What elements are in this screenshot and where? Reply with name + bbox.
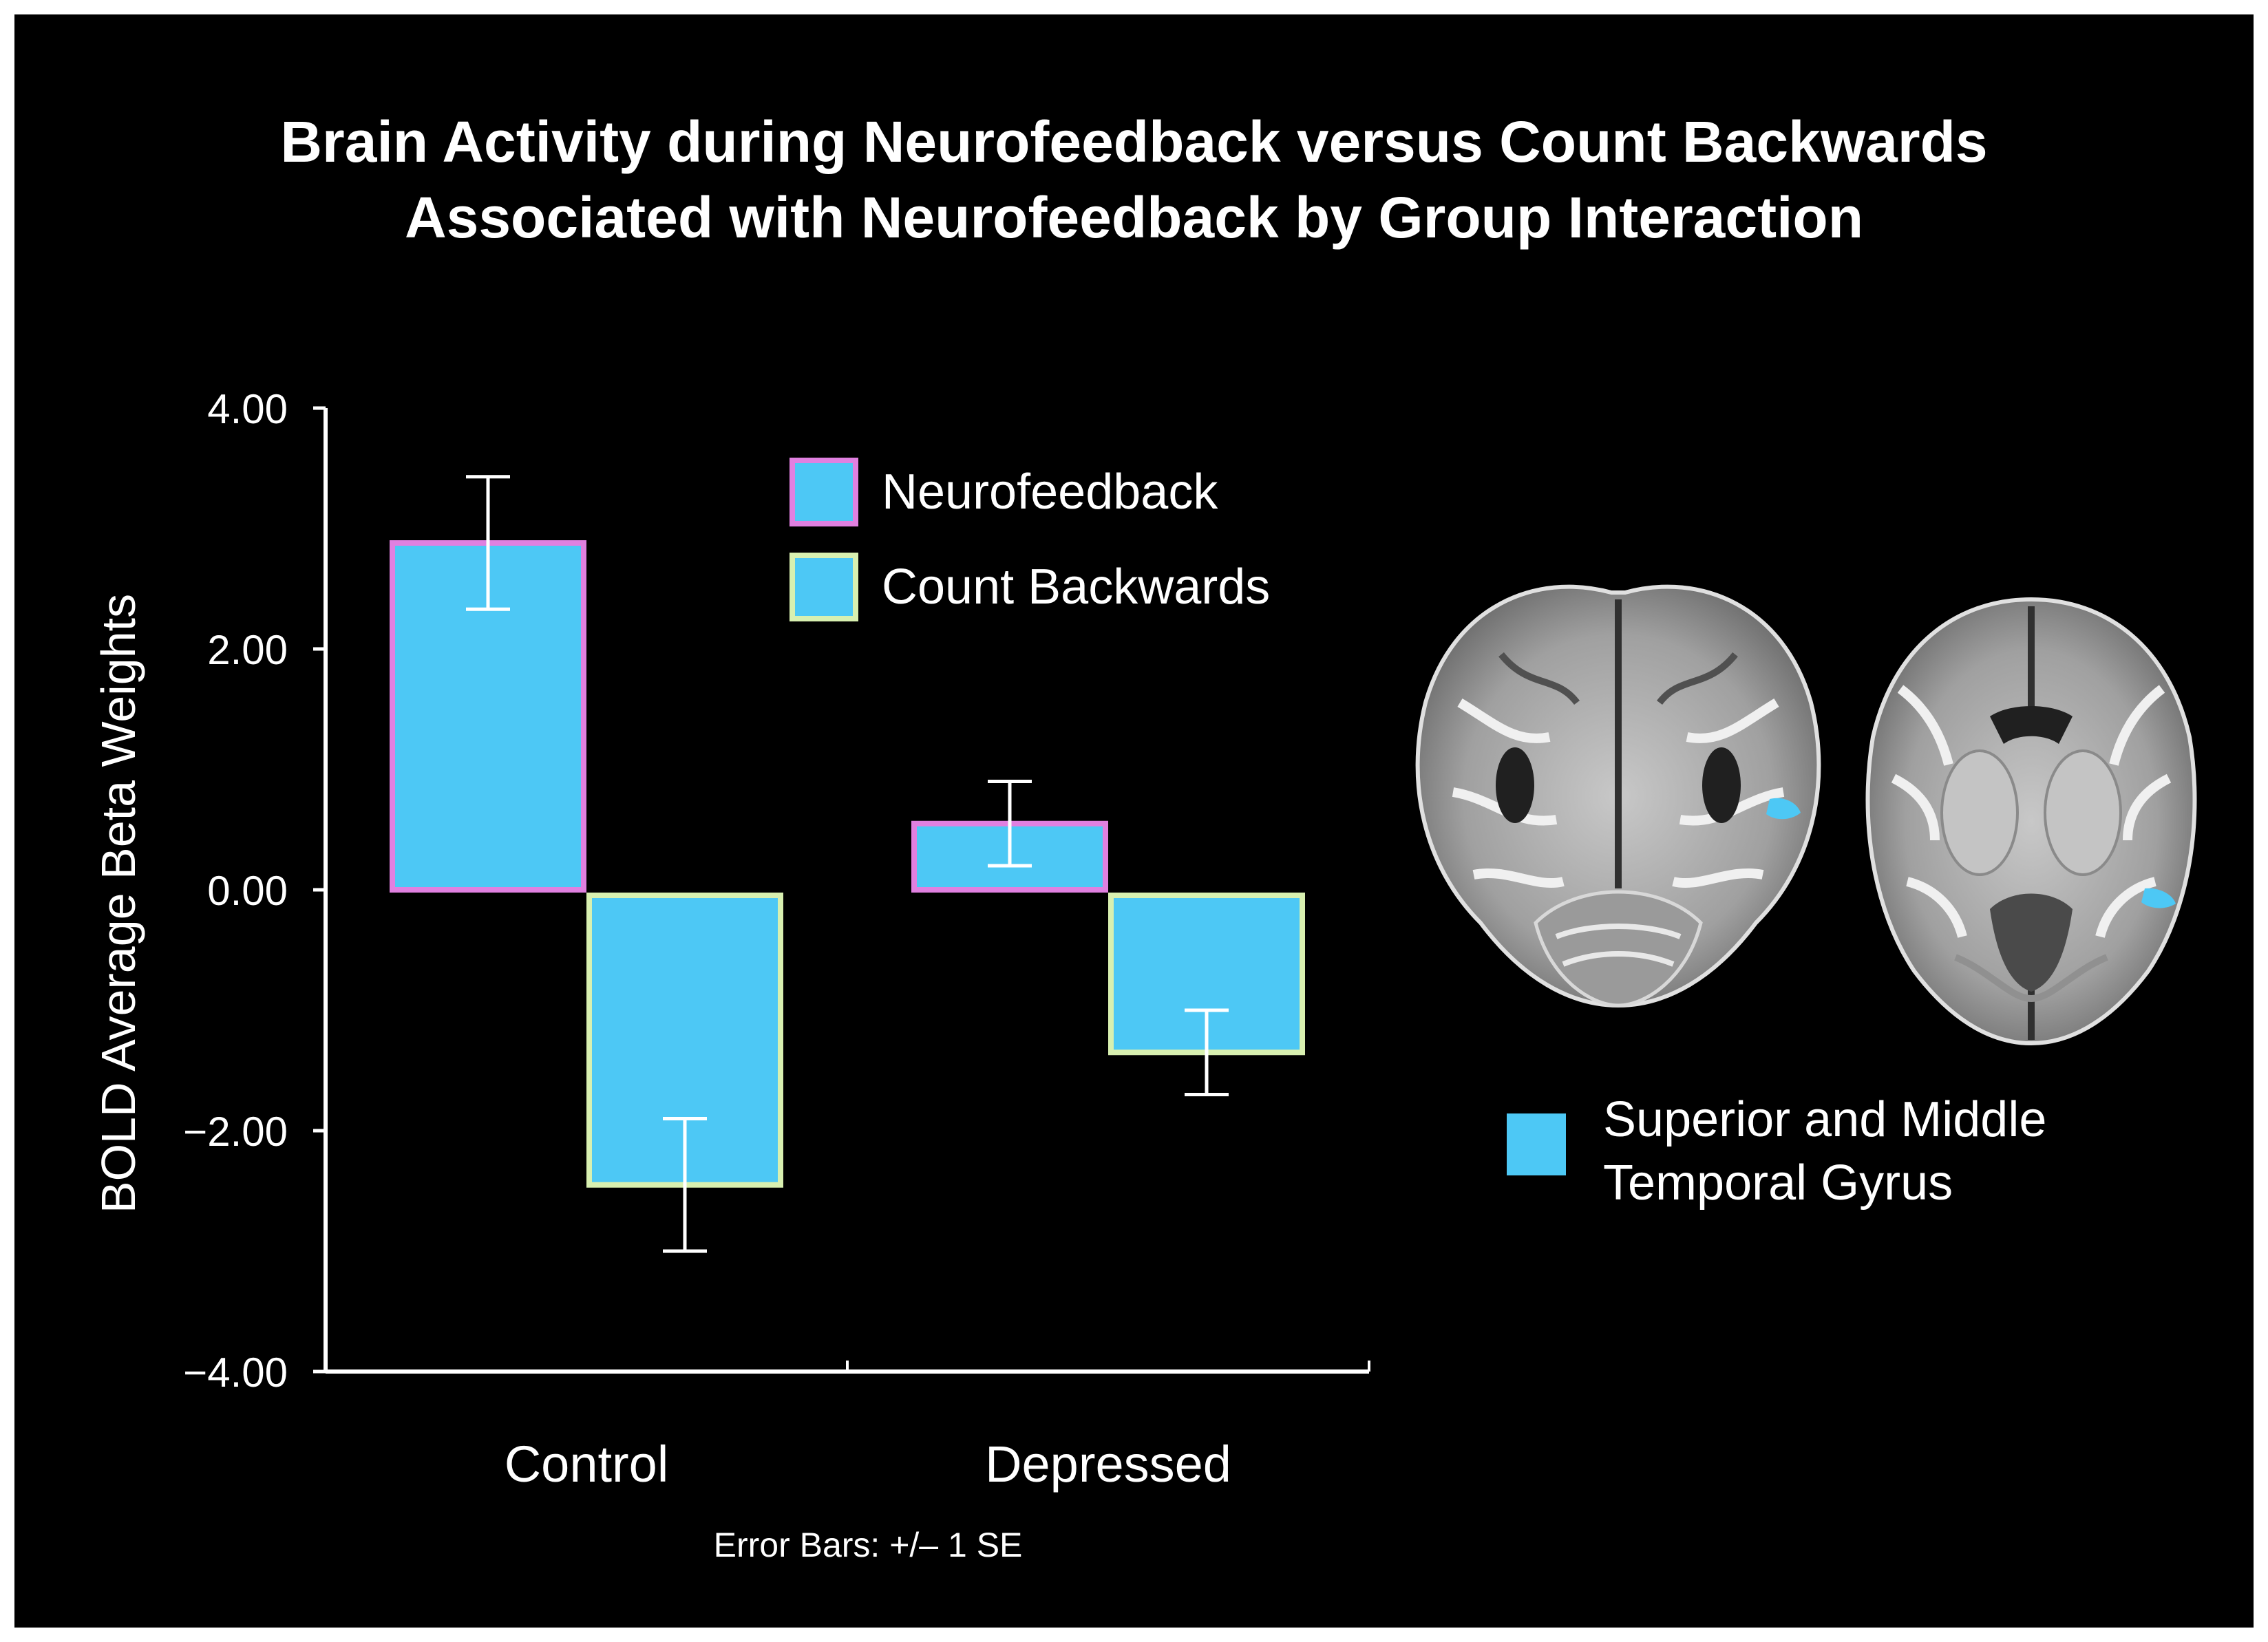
bar-chart: 4.00 2.00 0.00 −2.00 −4.00 Control Depressed BO… <box>92 386 1370 1493</box>
figure-panel: Brain Activity during Neurofeedback vers… <box>14 14 2254 1628</box>
brain-slice-right-icon <box>1865 597 2197 1046</box>
error-bars-footnote: Error Bars: +/– 1 SE <box>713 1526 1023 1564</box>
legend-swatch <box>789 553 858 621</box>
legend-swatch <box>789 458 858 526</box>
y-axis-label: BOLD Average Beta Weights <box>92 594 145 1213</box>
brain-legend-line-1: Superior and Middle <box>1603 1092 2047 1147</box>
brain-legend-swatch <box>1507 1113 1566 1175</box>
x-category-label: Control <box>505 1436 669 1493</box>
title-line-2: Associated with Neurofeedback by Group I… <box>404 185 1864 250</box>
brain-slice-left-icon <box>1415 584 1821 1008</box>
title-line-1: Brain Activity during Neurofeedback vers… <box>280 109 1988 174</box>
y-tick-label: −4.00 <box>183 1350 288 1396</box>
x-category-label: Depressed <box>985 1436 1231 1493</box>
y-tick-label: 4.00 <box>207 386 288 432</box>
y-tick-label: −2.00 <box>183 1109 288 1155</box>
legend-label: Neurofeedback <box>882 465 1218 520</box>
chart-title: Brain Activity during Neurofeedback vers… <box>14 104 2254 255</box>
y-tick-label: 0.00 <box>207 868 288 914</box>
brain-legend-label: Superior and Middle Temporal Gyrus <box>1603 1088 2126 1215</box>
y-tick-label: 2.00 <box>207 627 288 673</box>
legend-label: Count Backwards <box>882 559 1270 615</box>
brain-legend-line-2: Temporal Gyrus <box>1603 1155 1953 1211</box>
